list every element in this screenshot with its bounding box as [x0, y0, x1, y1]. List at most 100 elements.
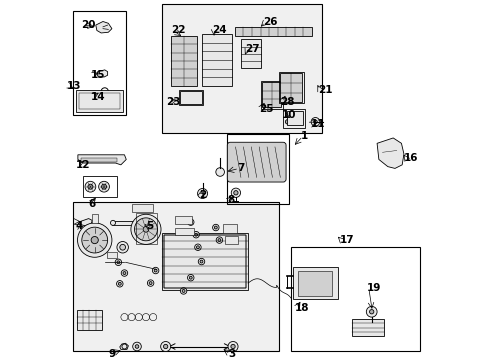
Circle shape [214, 226, 217, 229]
Circle shape [366, 306, 376, 317]
Circle shape [182, 289, 184, 292]
Bar [135, 213, 157, 244]
Circle shape [189, 221, 192, 224]
Text: 10: 10 [282, 110, 296, 120]
Polygon shape [98, 70, 107, 77]
Text: 1: 1 [301, 131, 308, 141]
Circle shape [134, 218, 157, 241]
Bar [297, 271, 331, 296]
Circle shape [149, 282, 152, 284]
Circle shape [117, 242, 128, 253]
Circle shape [196, 246, 199, 249]
Circle shape [88, 184, 93, 189]
Circle shape [218, 239, 221, 242]
Text: 25: 25 [258, 104, 273, 114]
Bar [171, 36, 197, 86]
Circle shape [198, 258, 204, 265]
Circle shape [154, 269, 157, 272]
Text: 22: 22 [171, 26, 185, 35]
Circle shape [123, 271, 125, 274]
Circle shape [296, 120, 300, 124]
Text: 19: 19 [366, 283, 381, 293]
Text: 12: 12 [75, 160, 90, 170]
Circle shape [216, 237, 222, 243]
Circle shape [91, 237, 98, 244]
Text: 18: 18 [294, 303, 308, 313]
Circle shape [230, 345, 235, 348]
Bar [163, 235, 246, 288]
Circle shape [194, 233, 197, 236]
Circle shape [197, 189, 207, 198]
Polygon shape [78, 155, 126, 165]
Circle shape [99, 181, 109, 192]
Circle shape [194, 244, 201, 251]
Circle shape [78, 223, 112, 257]
Polygon shape [292, 267, 337, 299]
Circle shape [163, 345, 167, 348]
Text: 17: 17 [339, 235, 353, 245]
Circle shape [231, 188, 240, 197]
Text: 5: 5 [145, 221, 153, 231]
Bar [92, 214, 98, 223]
Circle shape [189, 276, 192, 279]
Text: 13: 13 [67, 81, 81, 91]
Bar [81, 158, 117, 162]
Bar [234, 27, 311, 36]
Text: 11: 11 [310, 119, 325, 129]
Bar [290, 247, 419, 351]
Bar [106, 252, 117, 258]
Circle shape [81, 227, 107, 253]
Circle shape [212, 224, 219, 231]
Polygon shape [376, 138, 403, 168]
Bar [162, 233, 247, 290]
Bar [82, 176, 116, 197]
Circle shape [215, 168, 224, 176]
Text: 2: 2 [199, 190, 206, 200]
Bar [73, 11, 126, 115]
Circle shape [132, 342, 141, 351]
Circle shape [187, 274, 194, 281]
Circle shape [200, 260, 203, 263]
Text: 9: 9 [108, 349, 115, 359]
Text: 6: 6 [88, 199, 96, 209]
Bar [241, 39, 260, 68]
Circle shape [161, 342, 170, 351]
Bar [163, 235, 246, 288]
Circle shape [147, 280, 154, 286]
Text: 3: 3 [228, 349, 235, 359]
Bar [260, 81, 282, 109]
Circle shape [120, 244, 125, 250]
Polygon shape [96, 22, 112, 33]
Circle shape [118, 282, 121, 285]
Bar [223, 224, 236, 233]
Text: 16: 16 [403, 153, 418, 163]
Text: 14: 14 [90, 92, 105, 102]
Polygon shape [120, 343, 128, 349]
Circle shape [135, 345, 139, 348]
Circle shape [116, 280, 123, 287]
Text: 20: 20 [81, 20, 96, 30]
Bar [174, 228, 194, 235]
Bar [224, 236, 238, 244]
Text: 8: 8 [227, 195, 234, 205]
Bar [283, 109, 304, 128]
Bar [163, 235, 246, 288]
Circle shape [102, 184, 106, 189]
Polygon shape [80, 219, 92, 226]
FancyBboxPatch shape [227, 142, 285, 182]
Text: 15: 15 [90, 70, 105, 80]
Bar [286, 111, 302, 125]
Bar [162, 4, 321, 132]
Circle shape [115, 259, 122, 266]
Circle shape [369, 310, 373, 314]
Circle shape [313, 120, 317, 123]
Text: 26: 26 [263, 17, 277, 27]
Circle shape [121, 270, 127, 276]
Text: 7: 7 [237, 163, 244, 174]
Circle shape [152, 267, 159, 274]
Circle shape [180, 288, 186, 294]
Bar [76, 90, 122, 112]
Text: 27: 27 [245, 44, 260, 54]
Circle shape [285, 120, 289, 124]
Bar [279, 72, 303, 103]
